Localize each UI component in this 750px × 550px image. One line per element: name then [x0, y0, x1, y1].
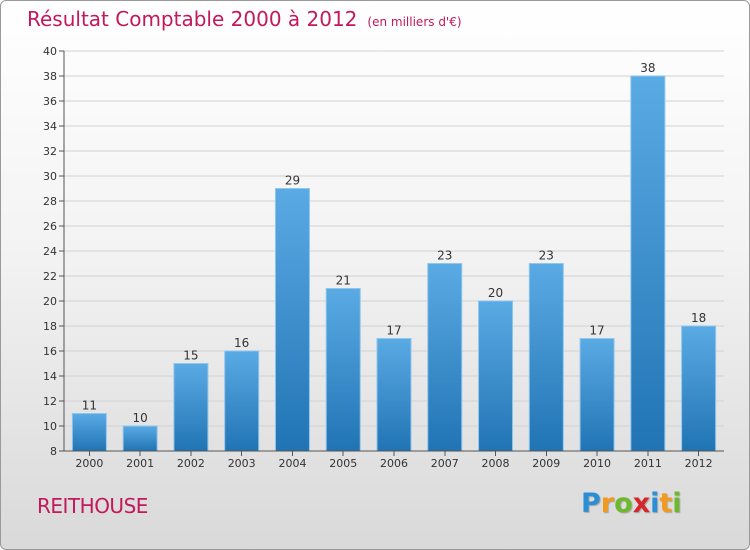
x-tick-label-2010: 2010 [583, 457, 611, 470]
bar-2001 [122, 425, 158, 452]
data-label-2000: 11 [82, 399, 97, 413]
data-label-2007: 23 [437, 249, 452, 263]
data-label-2011: 38 [640, 61, 655, 75]
y-tick-label: 36 [43, 95, 57, 108]
y-tick-label: 8 [50, 445, 57, 458]
x-tick-label-2001: 2001 [126, 457, 154, 470]
bar-2004 [274, 188, 310, 452]
x-tick-label-2005: 2005 [329, 457, 357, 470]
x-tick-label-2008: 2008 [482, 457, 510, 470]
x-tick-label-2011: 2011 [634, 457, 662, 470]
chart-title: Résultat Comptable 2000 à 2012 (en millie… [27, 7, 462, 31]
bar-2009 [528, 263, 564, 452]
y-tick-label: 16 [43, 345, 57, 358]
bar-2010 [579, 338, 615, 452]
bar-2008 [478, 300, 514, 452]
proxiti-logo[interactable]: Proxiti [581, 488, 682, 519]
bars: 11 10 15 16 29 21 17 23 20 23 17 38 18 [71, 61, 717, 452]
logo-letter: r [600, 488, 615, 519]
chart-title-text: Résultat Comptable 2000 à 2012 [27, 7, 358, 31]
x-tick-label-2000: 2000 [75, 457, 103, 470]
data-label-2008: 20 [488, 286, 503, 300]
logo-letter: x [632, 488, 651, 519]
bar-2002 [173, 363, 209, 452]
commune-name: REITHOUSE [37, 494, 148, 518]
data-label-2006: 17 [386, 324, 401, 338]
x-tick-label-2004: 2004 [278, 457, 306, 470]
y-tick-label: 12 [43, 395, 57, 408]
y-tick-label: 40 [43, 45, 57, 58]
data-label-2005: 21 [336, 274, 351, 288]
bar-2005 [325, 288, 361, 452]
chart-subtitle: (en milliers d'€) [367, 15, 462, 29]
x-tick-label-2007: 2007 [431, 457, 459, 470]
data-label-2002: 15 [183, 349, 198, 363]
y-tick-label: 24 [43, 245, 57, 258]
logo-letter: o [614, 488, 633, 519]
data-label-2012: 18 [691, 311, 706, 325]
data-label-2009: 23 [539, 249, 554, 263]
logo-letter: i [650, 488, 660, 519]
x-tick-label-2012: 2012 [685, 457, 713, 470]
x-tick-label-2002: 2002 [177, 457, 205, 470]
data-label-2010: 17 [589, 324, 604, 338]
y-tick-label: 20 [43, 295, 57, 308]
y-tick-label: 10 [43, 420, 57, 433]
logo-letter: P [581, 488, 601, 519]
y-tick-label: 14 [43, 370, 57, 383]
bar-2000 [71, 413, 107, 452]
x-tick-label-2006: 2006 [380, 457, 408, 470]
y-tick-label: 38 [43, 70, 57, 83]
logo-letter: i [672, 488, 682, 519]
data-label-2001: 10 [133, 411, 148, 425]
data-label-2004: 29 [285, 174, 300, 188]
bar-2011 [630, 75, 666, 452]
x-tick-label-2003: 2003 [228, 457, 256, 470]
x-axis: 2000 2001 2002 2003 2004 2005 2006 2007 2008 2009… [64, 450, 724, 470]
bar-2006 [376, 338, 412, 452]
y-tick-label: 22 [43, 270, 57, 283]
y-tick-label: 18 [43, 320, 57, 333]
y-tick-label: 34 [43, 120, 57, 133]
y-tick-label: 30 [43, 170, 57, 183]
y-tick-label: 28 [43, 195, 57, 208]
bar-2007 [427, 263, 463, 452]
x-tick-label-2009: 2009 [532, 457, 560, 470]
y-tick-label: 32 [43, 145, 57, 158]
data-label-2003: 16 [234, 336, 249, 350]
y-axis: 8 10 12 14 16 18 20 22 24 26 28 30 32 34 36 38 40 [43, 45, 65, 458]
logo-letter: t [659, 488, 673, 519]
bar-2012 [681, 325, 717, 452]
bar-2003 [224, 350, 260, 452]
y-tick-label: 26 [43, 220, 57, 233]
